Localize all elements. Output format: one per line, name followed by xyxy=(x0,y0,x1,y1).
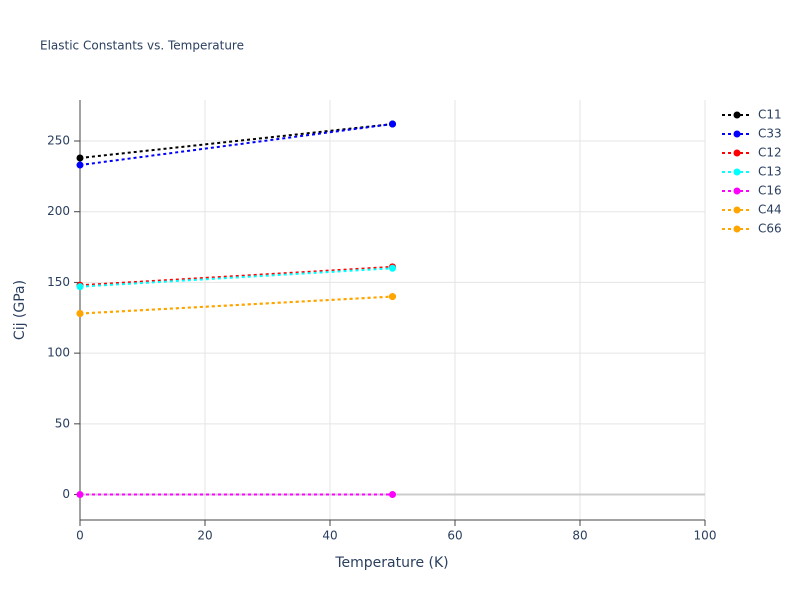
legend-marker xyxy=(733,130,741,138)
series-line xyxy=(79,123,393,167)
series-line xyxy=(79,123,393,159)
y-tick-label: 250 xyxy=(47,134,70,148)
legend-label: C12 xyxy=(758,146,782,160)
x-tick-label: 60 xyxy=(447,529,462,543)
y-tick-label: 200 xyxy=(47,204,70,218)
legend-label: C44 xyxy=(758,203,782,217)
marker xyxy=(76,283,84,291)
y-tick-label: 150 xyxy=(47,275,70,289)
x-tick-label: 0 xyxy=(76,529,84,543)
x-tick-label: 80 xyxy=(572,529,587,543)
marker xyxy=(76,154,84,162)
marker xyxy=(389,120,396,128)
y-tick-label: 100 xyxy=(47,346,70,360)
legend-label: C16 xyxy=(758,184,782,198)
marker xyxy=(76,161,84,169)
legend-label: C66 xyxy=(758,222,782,236)
legend-marker xyxy=(733,168,741,176)
series-line xyxy=(79,265,393,287)
legend-marker xyxy=(733,225,741,233)
y-axis-label: Cij (GPa) xyxy=(12,280,28,340)
y-tick-label: 0 xyxy=(62,487,70,501)
marker xyxy=(76,491,84,499)
legend-marker xyxy=(733,187,741,195)
chart-title: Elastic Constants vs. Temperature xyxy=(40,39,244,53)
x-tick-label: 100 xyxy=(694,529,717,543)
x-axis-label: Temperature (K) xyxy=(334,555,448,571)
marker xyxy=(76,310,84,318)
legend-label: C13 xyxy=(758,165,782,179)
x-tick-label: 40 xyxy=(322,529,337,543)
legend-label: C33 xyxy=(758,127,782,141)
series-line xyxy=(79,267,393,288)
series-line xyxy=(79,295,393,315)
legend-label: C11 xyxy=(758,108,782,122)
legend-marker xyxy=(733,149,741,157)
legend-marker xyxy=(733,206,741,214)
marker xyxy=(389,264,396,272)
legend-marker xyxy=(733,111,741,119)
marker xyxy=(389,491,396,499)
y-tick-label: 50 xyxy=(55,416,70,430)
x-tick-label: 20 xyxy=(197,529,212,543)
marker xyxy=(389,293,396,301)
